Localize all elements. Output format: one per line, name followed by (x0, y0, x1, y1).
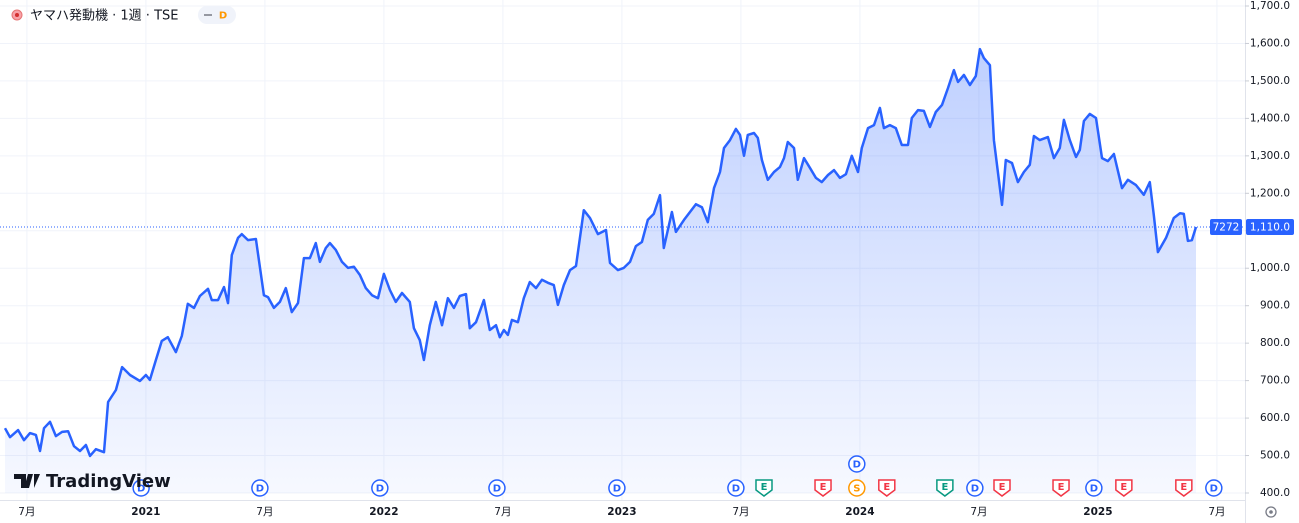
symbol-icon-dot (15, 13, 19, 17)
plot-area (0, 47, 1245, 493)
event-marker[interactable] (727, 479, 745, 497)
event-marker[interactable] (608, 479, 626, 497)
symbol-label-box (1210, 219, 1242, 236)
event-label: S (853, 484, 860, 495)
event-label: E (1120, 482, 1127, 493)
event-marker[interactable] (488, 479, 506, 497)
event-label: D (1210, 484, 1218, 495)
event-marker[interactable] (966, 479, 984, 497)
last-price-label: 1,110.0 (1250, 222, 1290, 234)
event-label: E (1180, 482, 1187, 493)
event-marker[interactable] (848, 479, 866, 497)
x-tick-label: 7月 (18, 506, 35, 518)
y-tick-label: 1,500.0 (1250, 75, 1290, 87)
settings-icon[interactable] (1265, 506, 1277, 518)
event-marker[interactable] (814, 479, 832, 497)
event-marker[interactable] (1085, 479, 1103, 497)
y-tick-label: 1,300.0 (1250, 150, 1290, 162)
event-marker[interactable] (993, 479, 1011, 497)
event-label: D (971, 484, 979, 495)
watermark-text: TradingView (46, 471, 171, 492)
y-tick-label: 600.0 (1260, 412, 1290, 424)
event-label: E (820, 482, 827, 493)
event-marker[interactable] (936, 479, 954, 497)
event-label: D (853, 460, 861, 471)
interval-badge[interactable] (198, 6, 236, 24)
event-label: D (1090, 484, 1098, 495)
x-tick-label: 7月 (256, 506, 273, 518)
event-marker[interactable] (878, 479, 896, 497)
event-label: E (883, 482, 890, 493)
area-fill (5, 49, 1196, 493)
y-tick-label: 1,700.0 (1250, 0, 1290, 12)
y-tick-label: 1,000.0 (1250, 262, 1290, 274)
event-marker[interactable] (371, 479, 389, 497)
x-tick-label: 2021 (131, 506, 160, 518)
x-tick-label: 2024 (845, 506, 874, 518)
event-marker[interactable] (1115, 479, 1133, 497)
x-tick-label: 2022 (369, 506, 398, 518)
x-tick-label: 7月 (1208, 506, 1225, 518)
event-label: E (761, 482, 768, 493)
event-label: D (732, 484, 740, 495)
event-marker[interactable] (1175, 479, 1193, 497)
event-label: D (256, 484, 264, 495)
y-tick-label: 1,200.0 (1250, 187, 1290, 199)
badge-label: D (219, 11, 227, 22)
event-label: E (941, 482, 948, 493)
y-tick-label: 800.0 (1260, 337, 1290, 349)
settings-button[interactable] (1265, 506, 1277, 518)
header: ヤマハ発動機 · 1週 · TSE D (11, 6, 236, 24)
event-markers: D D D D D D E E S D E E D E E D E E D (132, 455, 1223, 497)
chart-title: ヤマハ発動機 · 1週 · TSE (30, 9, 178, 24)
watermark-logo (14, 474, 40, 488)
y-tick-label: 1,400.0 (1250, 112, 1290, 124)
event-marker[interactable] (1052, 479, 1070, 497)
y-tick-label: 700.0 (1260, 375, 1290, 387)
y-tick-label: 500.0 (1260, 450, 1290, 462)
y-tick-label: 400.0 (1260, 487, 1290, 499)
settings-icon-center (1269, 510, 1273, 514)
event-label: D (137, 484, 145, 495)
y-tick-label: 1,600.0 (1250, 37, 1290, 49)
watermark: TradingView (14, 471, 171, 492)
price-line (3, 47, 1198, 458)
symbol-label: 7272 (1213, 222, 1240, 234)
x-tick-label: 7月 (494, 506, 511, 518)
event-label: D (376, 484, 384, 495)
event-label: D (613, 484, 621, 495)
event-marker[interactable] (755, 479, 773, 497)
event-marker[interactable] (132, 479, 150, 497)
last-price-box (1246, 219, 1294, 236)
event-label: E (999, 482, 1006, 493)
x-tick-label: 7月 (970, 506, 987, 518)
x-tick-label: 7月 (732, 506, 749, 518)
event-label: E (1058, 482, 1065, 493)
event-label: D (493, 484, 501, 495)
y-tick-label: 900.0 (1260, 300, 1290, 312)
event-marker[interactable] (251, 479, 269, 497)
event-marker[interactable] (1205, 479, 1223, 497)
x-tick-label: 2025 (1083, 506, 1112, 518)
event-marker[interactable] (848, 455, 866, 473)
x-tick-label: 2023 (607, 506, 636, 518)
